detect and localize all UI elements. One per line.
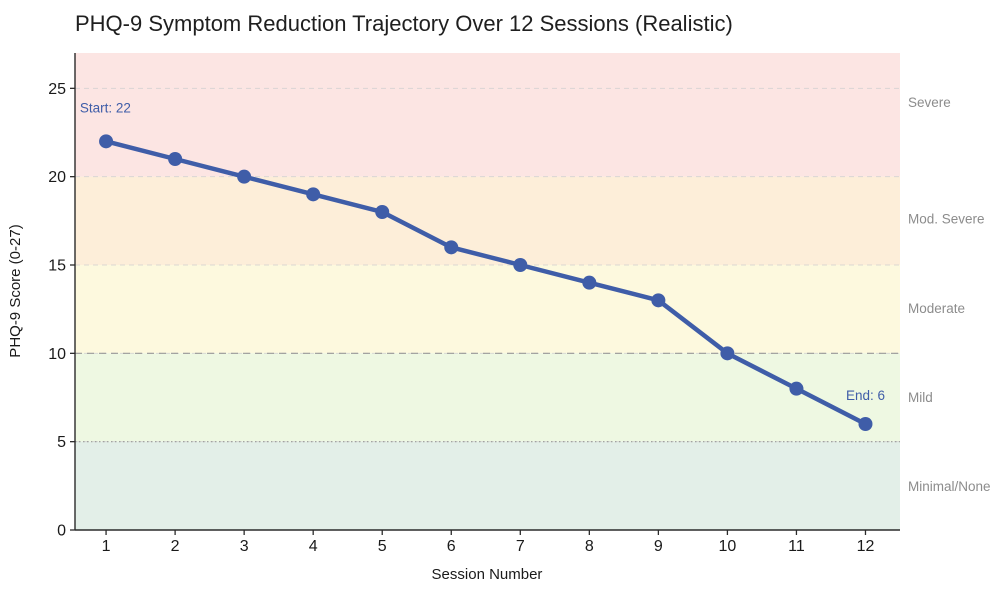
- zone-label-severe: Severe: [908, 95, 951, 110]
- y-tick-label: 0: [57, 523, 66, 540]
- data-point: [789, 381, 804, 396]
- chart-title: PHQ-9 Symptom Reduction Trajectory Over …: [75, 11, 733, 36]
- annotation: Start: 22: [80, 100, 131, 115]
- severity-band-mild: [75, 353, 900, 442]
- zone-label-moderate: Moderate: [908, 301, 965, 316]
- data-point: [513, 258, 528, 272]
- y-tick-label: 20: [48, 169, 66, 186]
- annotation: End: 6: [846, 388, 885, 403]
- y-tick-label: 10: [48, 346, 66, 363]
- x-tick-label: 8: [585, 538, 594, 555]
- x-tick-label: 2: [171, 538, 180, 555]
- zone-label-minimal-none: Minimal/None: [908, 479, 991, 494]
- x-tick-label: 11: [788, 538, 805, 555]
- data-point: [306, 187, 321, 202]
- data-point: [375, 205, 390, 219]
- x-tick-label: 5: [378, 538, 387, 555]
- data-point: [651, 293, 666, 308]
- y-tick-label: 5: [57, 434, 66, 451]
- data-point: [720, 346, 735, 361]
- x-tick-label: 10: [719, 538, 737, 555]
- x-tick-label: 4: [309, 538, 318, 555]
- severity-band-moderate: [75, 265, 900, 354]
- data-point: [168, 152, 183, 166]
- zone-label-mod-severe: Mod. Severe: [908, 212, 985, 227]
- data-point: [582, 275, 597, 290]
- x-tick-label: 3: [240, 538, 249, 555]
- severity-band-minimal-none: [75, 441, 900, 530]
- y-axis-label: PHQ-9 Score (0-27): [7, 224, 24, 357]
- data-point: [444, 240, 459, 255]
- data-point: [237, 169, 252, 184]
- x-tick-label: 1: [102, 538, 111, 555]
- y-tick-label: 25: [48, 81, 66, 98]
- data-point: [99, 134, 114, 149]
- x-axis-label: Session Number: [432, 566, 543, 583]
- data-point: [858, 417, 873, 431]
- x-tick-label: 12: [857, 538, 875, 555]
- y-tick-label: 15: [48, 258, 66, 275]
- severity-band-mod-severe: [75, 176, 900, 265]
- trend-line: [103, 139, 868, 427]
- x-tick-label: 7: [516, 538, 525, 555]
- severity-band-severe: [75, 53, 900, 177]
- zone-label-mild: Mild: [908, 390, 933, 405]
- x-tick-label: 6: [447, 538, 456, 555]
- x-tick-label: 9: [654, 538, 663, 555]
